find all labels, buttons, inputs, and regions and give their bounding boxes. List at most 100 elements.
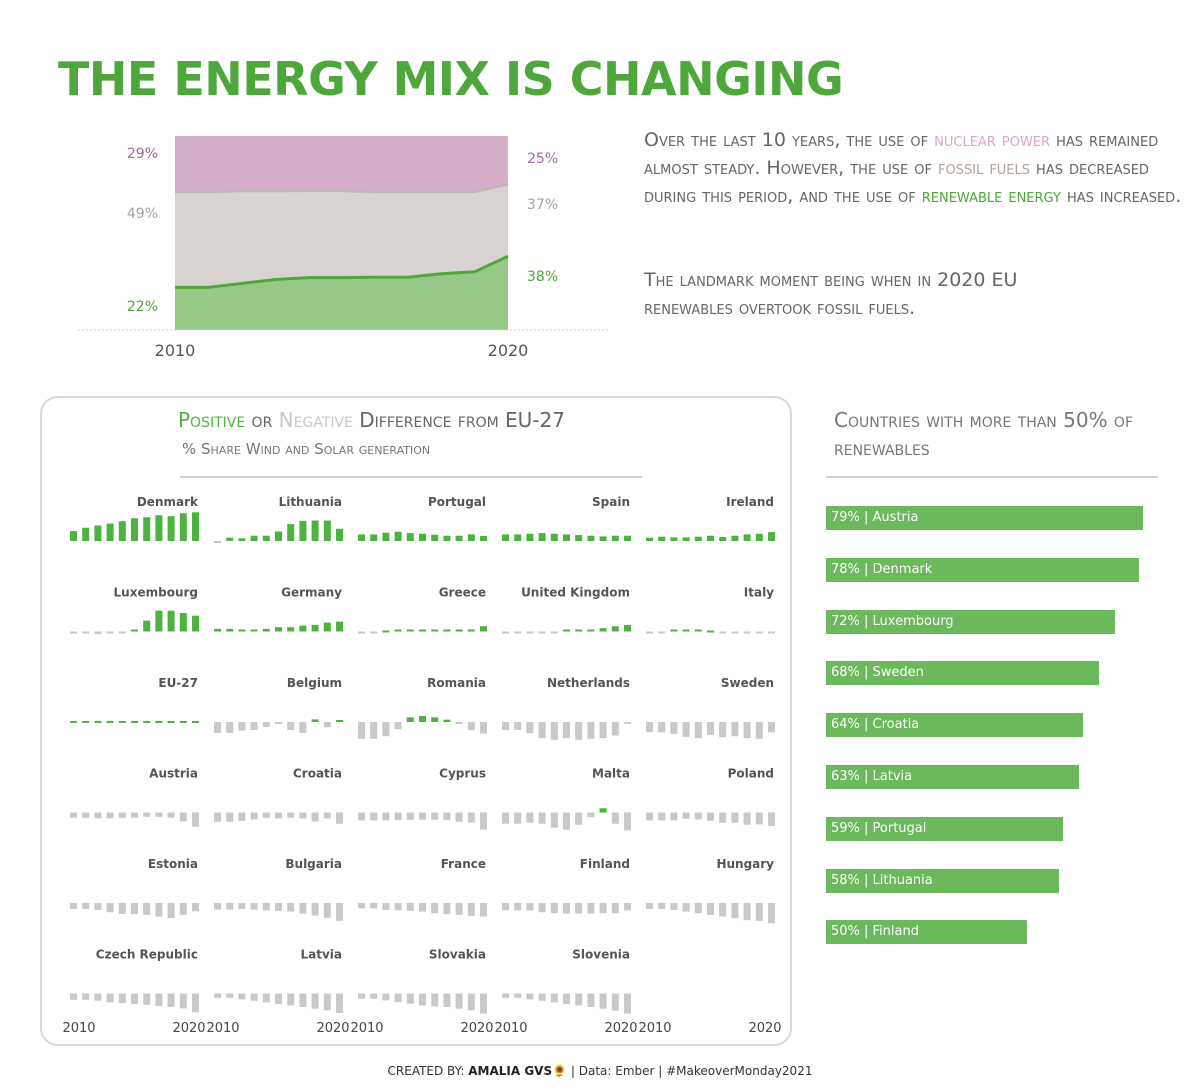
bar-mark — [587, 722, 595, 739]
bar-mark — [382, 722, 390, 737]
country-chart-czech-republic: Czech Republic — [70, 948, 199, 1013]
bar-mark — [480, 722, 487, 734]
bar-mark — [670, 812, 678, 821]
bar-mark — [262, 628, 270, 632]
country-chart-hungary: Hungary — [646, 857, 775, 924]
fossil-top-line — [175, 183, 509, 194]
bar-mark — [370, 993, 378, 999]
bar-mark — [192, 721, 199, 723]
country-chart-croatia: Croatia — [214, 767, 343, 824]
bar-mark — [431, 629, 439, 632]
bar-mark — [94, 812, 102, 819]
country-label: Croatia — [293, 767, 342, 781]
bar-mark — [131, 812, 138, 818]
bar-mark — [682, 629, 690, 632]
bar-mark — [275, 993, 282, 1005]
bar-mark — [443, 903, 451, 915]
bar-mark — [394, 531, 402, 541]
bar-mark — [719, 812, 727, 823]
bar-mark — [646, 903, 653, 909]
bar-mark — [143, 721, 151, 723]
bar-mark — [167, 721, 175, 723]
bar-mark — [106, 993, 114, 1003]
bar-mark — [502, 722, 509, 730]
bar-mark — [179, 613, 187, 632]
title-rest: Difference from EU-27 — [352, 408, 565, 432]
bar-mark — [624, 812, 631, 831]
bar-label: 58% | Lithuania — [831, 872, 933, 888]
bar-mark — [82, 631, 90, 634]
country-label: Netherlands — [547, 676, 630, 690]
bar-mark — [599, 993, 607, 1009]
bar-mark — [275, 531, 282, 541]
bar-mark — [94, 993, 102, 1001]
bar-mark — [118, 721, 126, 723]
bar-mark — [323, 993, 331, 1011]
bar-mark — [143, 620, 151, 632]
country-chart-poland: Poland — [646, 767, 775, 827]
bar-mark — [262, 812, 270, 818]
bar-mark — [431, 903, 439, 914]
bar-mark — [768, 631, 775, 634]
bar-mark — [502, 534, 509, 541]
sunflower-icon: 🌻 — [552, 1064, 568, 1078]
bar-mark — [262, 535, 270, 541]
bar-mark — [323, 812, 331, 819]
country-label: Romania — [427, 676, 486, 690]
bar-mark — [82, 993, 90, 1000]
country-label: Latvia — [300, 948, 342, 962]
bar-mark — [250, 629, 258, 632]
bar-mark — [419, 812, 426, 820]
bar-mark — [670, 629, 678, 632]
bar-mark — [299, 520, 307, 541]
x-tick-label: 2010 — [638, 1021, 671, 1036]
bar-mark — [502, 812, 509, 824]
bar-mark — [538, 533, 546, 541]
narrative-text: Over the last 10 years, the use of — [644, 129, 935, 151]
bar-mark — [311, 520, 319, 541]
area-renewables — [175, 256, 508, 330]
bar-mark — [118, 903, 126, 914]
bar-mark — [106, 812, 114, 819]
bar-mark — [82, 903, 90, 909]
bar-mark — [768, 812, 775, 827]
start-value-label: 22% — [127, 299, 158, 315]
bar-mark — [599, 536, 607, 541]
country-label: Hungary — [716, 857, 774, 871]
x-tick-label: 2020 — [604, 1021, 637, 1036]
bar-label: 72% | Luxembourg — [831, 613, 954, 629]
country-chart-lithuania: Lithuania — [214, 495, 343, 543]
country-chart-bulgaria: Bulgaria — [214, 857, 343, 921]
bar-mark — [394, 722, 402, 730]
bar-mark — [358, 993, 365, 999]
bar-mark — [287, 524, 295, 541]
bar-mark — [419, 716, 426, 722]
bar-mark — [443, 719, 451, 722]
bar-mark — [707, 535, 714, 541]
country-label: Poland — [728, 767, 774, 781]
bar-mark — [287, 993, 295, 1006]
bar-mark — [118, 631, 126, 634]
bar-mark — [214, 541, 221, 543]
country-label: Cyprus — [439, 767, 486, 781]
bar-mark — [143, 993, 151, 1005]
country-label: Finland — [580, 857, 630, 871]
bar-mark — [275, 627, 282, 632]
bar-mark — [611, 993, 619, 1011]
bar-mark — [192, 615, 199, 632]
country-label: United Kingdom — [521, 586, 630, 600]
bar-mark — [550, 533, 558, 541]
bar-mark — [336, 528, 343, 541]
bar-mark — [262, 993, 270, 1003]
bar-mark — [514, 631, 522, 634]
bar-mark — [538, 993, 546, 1001]
bar-mark — [299, 812, 307, 819]
bar-mark — [419, 533, 426, 541]
country-chart-luxembourg: Luxembourg — [70, 586, 199, 635]
end-value-label: 37% — [527, 197, 558, 213]
bar-mark — [311, 624, 319, 632]
bar-mark — [394, 629, 402, 632]
end-value-label: 25% — [527, 151, 558, 167]
bar-mark — [455, 903, 463, 915]
bar-mark — [624, 903, 631, 911]
